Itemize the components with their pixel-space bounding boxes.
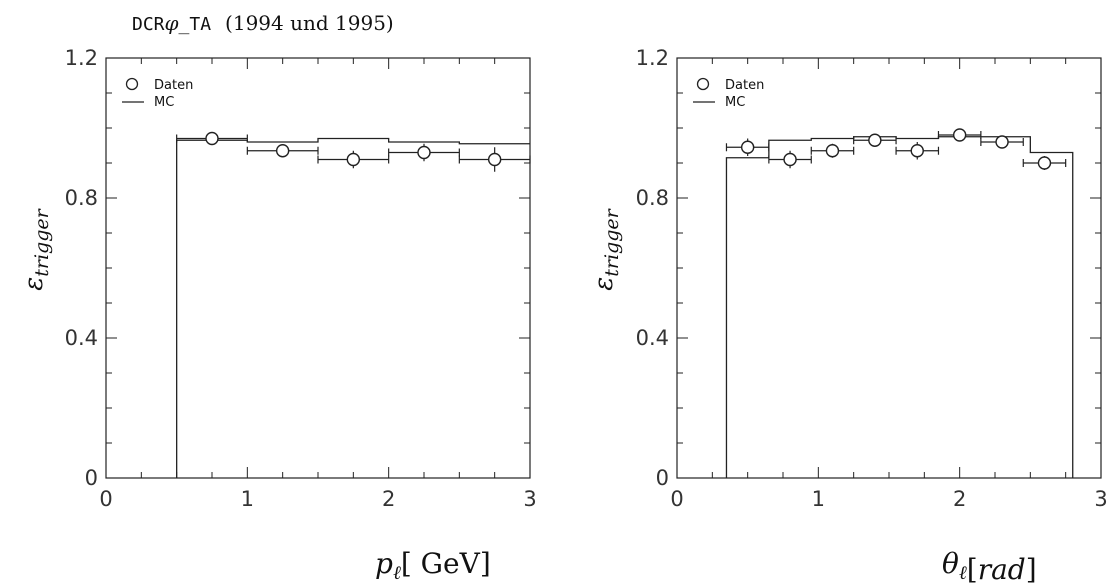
y-axis-subscript: trigger <box>31 207 53 276</box>
x-axis-unit: rad <box>978 553 1026 585</box>
data-point <box>980 135 1024 149</box>
x-tick-label: 2 <box>953 487 966 511</box>
y-tick-label: 0.8 <box>636 186 669 210</box>
y-tick-label: 0.4 <box>636 326 669 350</box>
data-marker <box>995 135 1009 149</box>
x-axis-label: θℓ[rad] <box>942 547 1037 585</box>
legend-label-mc: MC <box>725 95 745 110</box>
data-points <box>176 131 531 172</box>
data-marker <box>740 140 755 154</box>
data-marker <box>417 145 431 160</box>
data-point <box>176 131 248 146</box>
mc-histogram-line <box>725 136 1074 478</box>
data-point <box>937 128 982 142</box>
y-tick-label: 0 <box>85 466 98 490</box>
data-marker <box>275 144 290 158</box>
axes: 0 1 2 3 0 0.4 0.8 1.2 <box>636 46 1108 511</box>
data-point <box>853 133 897 147</box>
x-tick-label: 3 <box>1094 487 1107 511</box>
x-tick-label: 2 <box>382 487 395 511</box>
data-point <box>458 147 531 172</box>
y-tick-label: 0.4 <box>65 326 98 350</box>
y-tick-label: 0.8 <box>65 186 98 210</box>
title-years: (1994 und 1995) <box>225 11 394 35</box>
x-tick-label: 0 <box>670 487 683 511</box>
x-axis-symbol: θ <box>942 547 959 580</box>
data-point <box>388 143 460 162</box>
x-axis-subscript: ℓ <box>393 562 401 584</box>
data-point <box>1022 156 1067 170</box>
legend: Daten MC <box>122 77 193 110</box>
legend-label-mc: MC <box>154 95 174 110</box>
data-points <box>725 128 1067 170</box>
axes: 0 1 2 3 0 0.4 0.8 1.2 <box>65 46 537 511</box>
legend-label-daten: Daten <box>154 78 193 93</box>
x-axis-subscript: ℓ <box>959 562 967 584</box>
y-tick-label: 0 <box>656 466 669 490</box>
y-axis-label: εtrigger <box>589 207 623 290</box>
data-point <box>895 142 940 160</box>
y-axis-subscript: trigger <box>601 207 623 276</box>
mc-histogram <box>725 136 1074 478</box>
y-axis-symbol: ε <box>589 277 619 291</box>
x-tick-label: 3 <box>523 487 536 511</box>
mc-histogram-line <box>176 137 530 478</box>
x-axis-symbol: p <box>375 547 393 580</box>
y-tick-label: 1.2 <box>636 46 669 70</box>
legend-marker-daten <box>125 77 139 91</box>
x-tick-label: 0 <box>99 487 112 511</box>
data-marker <box>868 133 882 147</box>
data-marker <box>346 152 361 167</box>
legend-label-daten: Daten <box>725 78 764 93</box>
title-prefix: DCR <box>132 14 165 35</box>
y-axis-symbol: ε <box>19 277 49 291</box>
title-symbol: φ <box>165 11 179 35</box>
x-axis-bracket-close: ] <box>1026 553 1037 585</box>
x-tick-label: 1 <box>812 487 825 511</box>
plot-frame <box>676 57 1102 479</box>
chart-angle: 0 1 2 3 0 0.4 0.8 1.2 Daten MC εtrigger θℓ[rad] <box>589 46 1108 585</box>
x-axis-label: pℓ[ GeV] <box>375 547 491 584</box>
figure-title: DCRφ_TA (1994 und 1995) <box>132 11 394 35</box>
data-marker <box>910 144 924 158</box>
plot-frame <box>105 57 531 479</box>
title-suffix: _TA <box>179 14 212 35</box>
data-marker <box>1037 156 1052 170</box>
x-axis-unit: [ GeV] <box>401 547 491 580</box>
legend-marker-daten <box>696 77 710 91</box>
data-marker <box>825 144 840 158</box>
chart-momentum: 0 1 2 3 0 0.4 0.8 1.2 Daten MC εtrigger pℓ[ GeV… <box>19 46 537 584</box>
data-marker <box>205 131 219 146</box>
mc-histogram <box>176 137 530 478</box>
x-axis-bracket-open: [ <box>967 553 978 585</box>
x-tick-label: 1 <box>241 487 254 511</box>
data-marker <box>952 128 967 142</box>
y-tick-label: 1.2 <box>65 46 98 70</box>
data-point <box>317 150 390 169</box>
y-axis-label: εtrigger <box>19 207 53 290</box>
legend: Daten MC <box>693 77 764 110</box>
data-point <box>768 150 812 169</box>
data-point <box>246 144 319 158</box>
data-point <box>725 138 770 156</box>
data-marker <box>487 152 502 167</box>
data-point <box>810 143 855 158</box>
data-marker <box>783 152 797 167</box>
